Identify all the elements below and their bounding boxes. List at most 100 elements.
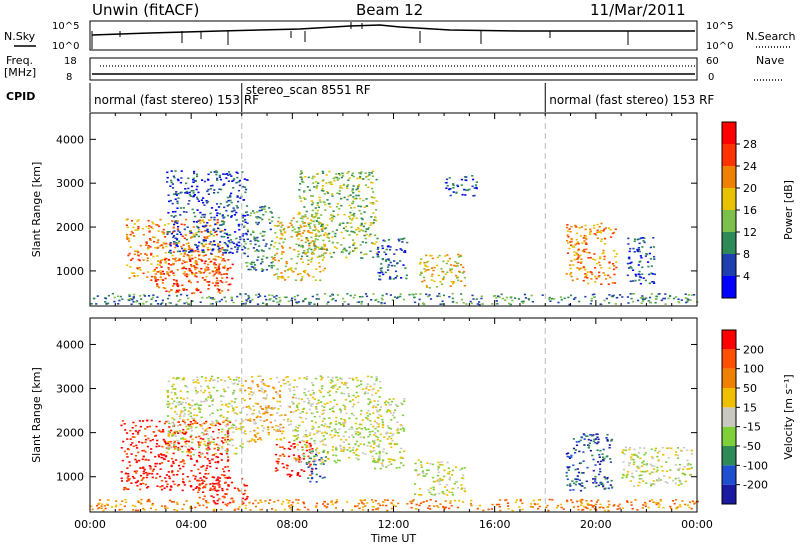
- noise-tick-left-top: 10^5: [52, 21, 79, 32]
- colorbar-tick-label: -200: [743, 479, 768, 492]
- colorbar-swatch: [722, 122, 736, 144]
- y-tick-label: 2000: [56, 221, 84, 234]
- x-tick-label: 00:00: [681, 518, 713, 531]
- scatter-region: [241, 375, 295, 443]
- colorbar-tick-label: 16: [743, 204, 757, 217]
- colorbar-swatch: [722, 166, 736, 188]
- colorbar-tick-label: 4: [743, 270, 750, 283]
- scatter-region: [90, 292, 699, 306]
- y-axis-label: Slant Range [km]: [30, 162, 43, 258]
- colorbar-swatch: [722, 368, 736, 388]
- colorbar-swatch: [722, 144, 736, 166]
- cpid-label: CPID: [6, 90, 35, 103]
- y-axis-label: Slant Range [km]: [30, 367, 43, 463]
- scatter-region: [565, 433, 614, 492]
- freq-tick-bottom: 8: [66, 72, 72, 83]
- noise-tick-right-top: 10^5: [706, 21, 733, 32]
- nsearch-label: N.Search: [746, 30, 796, 43]
- y-tick-label: 3000: [56, 177, 84, 190]
- colorbar-tick-label: 12: [743, 226, 757, 239]
- scatter-region: [444, 175, 478, 197]
- scatter-region: [565, 222, 618, 285]
- cpid-segment-label: normal (fast stereo) 153 RF: [94, 93, 259, 107]
- power-colorbar: 4 8 12 16 20 24 28 Power [dB]: [721, 121, 795, 299]
- nsky-trace: [91, 24, 695, 36]
- freq-panel: [89, 57, 698, 81]
- colorbar-tick-label: -100: [743, 459, 768, 472]
- colorbar-tick-label: 50: [743, 382, 757, 395]
- x-tick-label: 20:00: [580, 518, 612, 531]
- colorbar-tick-label: -50: [743, 440, 761, 453]
- scatter-region: [376, 237, 409, 281]
- colorbar-tick-label: 200: [743, 343, 764, 356]
- scatter-region: [196, 476, 249, 505]
- nave-tick-bottom: 0: [708, 72, 714, 83]
- colorbar-tick-label: 8: [743, 248, 750, 261]
- scatter-region: [125, 218, 226, 281]
- velocity-panel: 1000 2000 3000 4000 00:00 04:00 08:00 12:00 16:0…: [30, 317, 713, 545]
- colorbar-swatch: [722, 407, 736, 427]
- nave-tick-top: 60: [706, 56, 719, 67]
- scatter-region: [166, 375, 244, 456]
- power-panel: 1000 2000 3000 4000 Slant Range [km]: [30, 112, 699, 307]
- colorbar-label: Power [dB]: [782, 180, 795, 240]
- colorbar-swatch: [722, 254, 736, 276]
- x-tick-label: 04:00: [175, 518, 207, 531]
- nsearch-spikes: [91, 22, 629, 49]
- x-tick-label: 16:00: [479, 518, 511, 531]
- colorbar-swatch: [722, 210, 736, 232]
- colorbar-swatch: [722, 349, 736, 369]
- colorbar-tick-label: 24: [743, 160, 757, 173]
- scatter-region: [621, 446, 694, 488]
- velocity-colorbar: 200 100 50 15 -15 -50 -100 -200 Velocity [m s⁻¹]: [721, 329, 795, 505]
- scatter-cells: [90, 375, 699, 512]
- scatter-region: [272, 214, 328, 282]
- freq-label-2: [MHz]: [4, 66, 36, 79]
- colorbar-swatch: [722, 446, 736, 466]
- scatter-region: [292, 375, 383, 465]
- nave-label: Nave: [756, 54, 784, 67]
- noise-panel: [89, 20, 698, 51]
- site-title: Unwin (fitACF): [92, 1, 199, 19]
- scatter-region: [297, 170, 378, 259]
- freq-label-1: Freq.: [6, 54, 33, 67]
- scatter-region: [274, 441, 315, 478]
- colorbar-swatch: [722, 232, 736, 254]
- plot-frame: [89, 112, 698, 307]
- colorbar-tick-label: 100: [743, 363, 764, 376]
- nsky-label: N.Sky: [4, 30, 36, 43]
- noise-tick-left-bottom: 10^0: [52, 41, 79, 52]
- scatter-region: [626, 237, 656, 285]
- beam-title: Beam 12: [356, 1, 423, 19]
- colorbar-swatch: [722, 330, 736, 350]
- x-tick-label: 00:00: [74, 518, 106, 531]
- scatter-region: [373, 398, 406, 470]
- date-title: 11/Mar/2011: [590, 1, 686, 19]
- colorbar-swatch: [722, 276, 736, 298]
- y-tick-label: 4000: [56, 133, 84, 146]
- y-tick-label: 4000: [56, 338, 84, 351]
- scatter-region: [120, 419, 232, 492]
- scatter-region: [166, 170, 249, 255]
- colorbar-tick-label: -15: [743, 421, 761, 434]
- y-tick-label: 1000: [56, 265, 84, 278]
- y-tick-label: 3000: [56, 383, 84, 396]
- scatter-region: [153, 257, 234, 295]
- colorbar-tick-label: 20: [743, 182, 757, 195]
- x-axis-label: Time UT: [370, 532, 416, 545]
- colorbar-frame: [721, 329, 737, 505]
- scatter-region: [90, 498, 699, 512]
- colorbar-swatch: [722, 465, 736, 485]
- scatter-region: [413, 459, 467, 496]
- scatter-cells: [90, 170, 699, 306]
- colorbar-swatch: [722, 426, 736, 446]
- y-tick-label: 1000: [56, 471, 84, 484]
- cpid-segment-label: stereo_scan 8551 RF: [246, 83, 371, 97]
- x-tick-label: 12:00: [378, 518, 410, 531]
- cpid-segment-label: normal (fast stereo) 153 RF: [549, 93, 714, 107]
- scatter-region: [419, 253, 466, 289]
- y-tick-label: 2000: [56, 427, 84, 440]
- colorbar-label: Velocity [m s⁻¹]: [782, 374, 795, 459]
- x-tick-label: 08:00: [276, 518, 308, 531]
- colorbar-tick-label: 28: [743, 138, 757, 151]
